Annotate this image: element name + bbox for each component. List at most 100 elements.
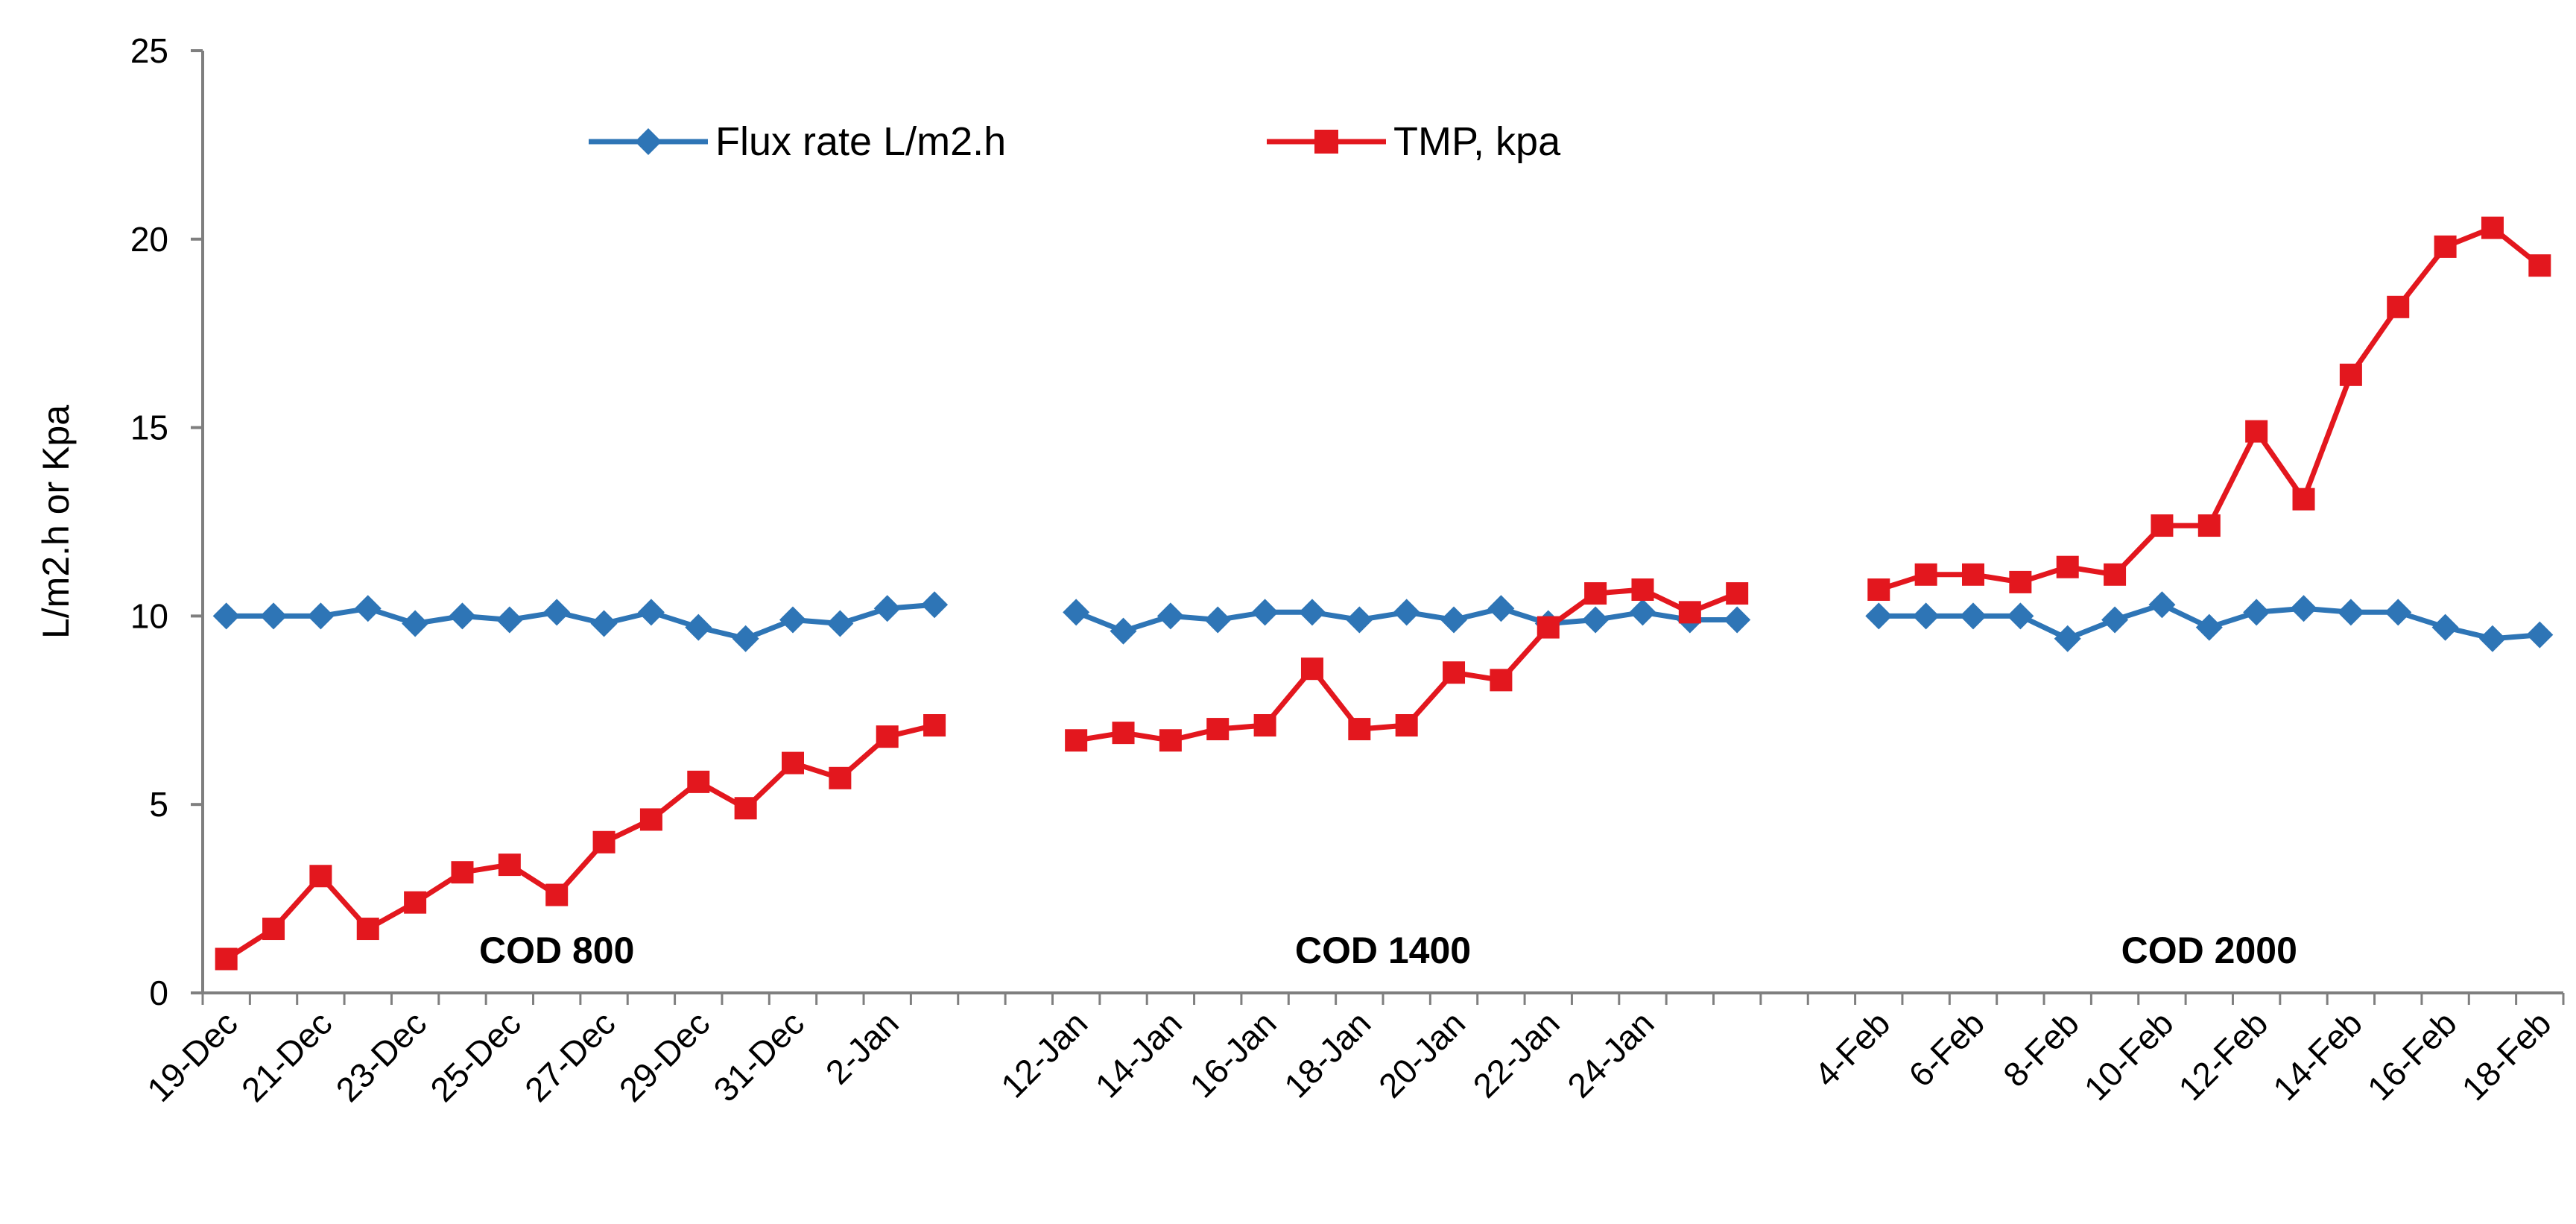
data-point — [921, 591, 949, 619]
data-point — [1393, 599, 1420, 626]
data-point — [734, 797, 757, 820]
legend-tmp-label: TMP, kpa — [1393, 119, 1561, 164]
y-axis-label: L/m2.h or Kpa — [35, 405, 77, 639]
data-point — [779, 606, 806, 634]
data-point — [1253, 714, 1276, 737]
data-point — [873, 595, 901, 622]
data-point — [1678, 601, 1701, 624]
data-point — [449, 602, 476, 630]
data-point — [1300, 657, 1323, 681]
data-point — [826, 610, 854, 637]
data-point — [637, 599, 665, 626]
x-tick-label: 29-Dec — [612, 1003, 718, 1109]
x-tick-label: 14-Feb — [2265, 1003, 2370, 1108]
data-point — [2148, 591, 2176, 619]
y-ticks: 0 5 10 15 20 25 — [130, 31, 203, 1012]
data-point — [2056, 555, 2079, 578]
data-point — [1346, 606, 1373, 634]
y-tick-label: 25 — [130, 31, 168, 70]
data-point — [687, 770, 710, 793]
y-tick-label: 5 — [149, 785, 168, 824]
x-tick-label: 27-Dec — [517, 1003, 623, 1109]
group-labels: COD 800 COD 1400 COD 2000 — [479, 930, 2297, 971]
data-point — [2104, 563, 2127, 586]
x-tick-label: 19-Dec — [139, 1003, 245, 1109]
data-point — [685, 613, 712, 641]
x-tick-label: 14-Jan — [1088, 1003, 1189, 1105]
data-point — [1960, 602, 1987, 630]
data-point — [2195, 613, 2223, 641]
x-tick-label: 16-Jan — [1182, 1003, 1283, 1105]
data-point — [212, 602, 240, 630]
x-ticks: 19-Dec21-Dec23-Dec25-Dec27-Dec29-Dec31-D… — [139, 993, 2565, 1109]
data-point — [404, 891, 427, 914]
data-point — [2478, 625, 2506, 652]
data-point — [496, 606, 523, 634]
data-point — [2339, 363, 2362, 386]
series-flux-rate — [212, 591, 2554, 652]
data-point — [2007, 602, 2034, 630]
x-tick-label: 24-Jan — [1560, 1003, 1661, 1105]
data-point — [1204, 606, 1232, 634]
y-tick-label: 0 — [149, 974, 168, 1012]
y-tick-label: 10 — [130, 596, 168, 635]
data-point — [2526, 621, 2554, 649]
data-point — [356, 918, 379, 941]
x-tick-label: 16-Feb — [2360, 1003, 2464, 1108]
data-point — [262, 918, 285, 941]
data-point — [2197, 514, 2221, 537]
data-point — [2431, 613, 2459, 641]
x-tick-label: 12-Jan — [993, 1003, 1095, 1105]
group-label: COD 800 — [479, 930, 634, 971]
x-tick-label: 25-Dec — [423, 1003, 528, 1109]
series-line — [224, 722, 935, 962]
data-point — [1629, 599, 1656, 626]
data-point — [2054, 625, 2081, 652]
data-point — [1443, 661, 1466, 684]
data-point — [829, 766, 852, 789]
data-point — [1914, 563, 1937, 586]
x-tick-label: 6-Feb — [1901, 1003, 1992, 1094]
data-point — [1865, 602, 1893, 630]
data-point — [2290, 595, 2317, 622]
series-layer — [212, 216, 2554, 971]
data-point — [1631, 578, 1654, 602]
data-point — [1440, 606, 1468, 634]
group-label: COD 2000 — [2121, 930, 2297, 971]
data-point — [1348, 718, 1371, 741]
data-point — [215, 947, 238, 971]
data-point — [923, 714, 946, 737]
data-point — [543, 599, 571, 626]
data-point — [876, 725, 899, 748]
data-point — [1156, 602, 1184, 630]
data-point — [782, 751, 804, 775]
data-point — [1724, 606, 1751, 634]
data-point — [1962, 563, 1984, 586]
x-tick-label: 21-Dec — [234, 1003, 340, 1109]
x-tick-label: 20-Jan — [1371, 1003, 1472, 1105]
data-point — [1867, 578, 1890, 602]
legend-tmp-marker — [1314, 130, 1338, 154]
x-tick-label: 4-Feb — [1807, 1003, 1898, 1094]
data-point — [732, 625, 759, 652]
data-point — [1582, 606, 1610, 634]
data-point — [2009, 570, 2032, 593]
data-point — [307, 602, 335, 630]
x-tick-label: 8-Feb — [1996, 1003, 2086, 1094]
data-point — [2151, 514, 2174, 537]
x-tick-label: 2-Jan — [818, 1003, 906, 1091]
data-point — [451, 861, 474, 884]
data-point — [592, 830, 615, 854]
data-point — [1726, 582, 1749, 605]
data-point — [1063, 599, 1090, 626]
x-tick-label: 18-Feb — [2455, 1003, 2559, 1108]
x-tick-label: 23-Dec — [329, 1003, 434, 1109]
group-label: COD 1400 — [1295, 930, 1471, 971]
data-point — [1065, 729, 1088, 752]
data-point — [260, 602, 288, 630]
data-point — [1912, 602, 1940, 630]
data-point — [1206, 718, 1230, 741]
data-point — [639, 808, 662, 831]
data-point — [2243, 599, 2270, 626]
